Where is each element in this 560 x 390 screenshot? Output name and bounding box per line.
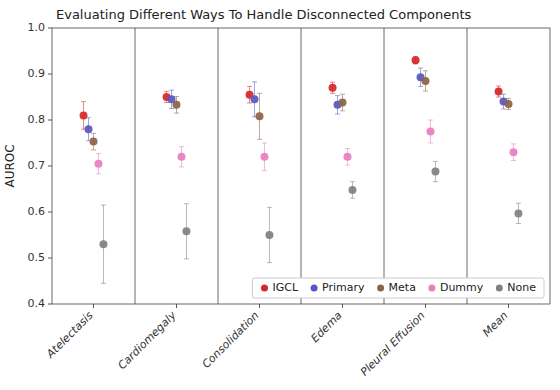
separator	[218, 28, 219, 304]
point	[173, 101, 181, 109]
point	[177, 153, 185, 161]
frame	[52, 28, 550, 304]
series	[80, 56, 503, 129]
plot-area	[52, 28, 550, 304]
title: Evaluating Different Ways To Handle Disc…	[56, 7, 472, 22]
marks	[80, 56, 523, 283]
x-tick-label: Edema	[308, 309, 344, 345]
y-tick-label: 1.0	[28, 21, 46, 34]
legend-marker	[496, 285, 503, 292]
x-tick-label: Pleural Effusion	[358, 309, 428, 379]
x-tick-label: Atelectasis	[43, 309, 96, 362]
x-tick-label: Consolidation	[200, 309, 262, 371]
y-tick	[48, 304, 52, 305]
legend-label: Dummy	[440, 281, 484, 294]
legend-label: None	[507, 281, 536, 294]
y-axis-label: AUROC	[3, 144, 17, 187]
legend-label: IGCL	[273, 281, 299, 294]
point	[514, 209, 522, 217]
x-tick	[93, 304, 94, 308]
point	[94, 160, 102, 168]
separators	[135, 28, 467, 304]
separator	[301, 28, 302, 304]
point	[426, 128, 434, 136]
y-tick	[48, 120, 52, 121]
x-axis: Atelectasis Cardiomegaly Consolidation Edem…	[43, 304, 510, 379]
point	[256, 112, 264, 120]
legend-label: Primary	[322, 281, 365, 294]
point	[505, 100, 513, 108]
separator	[135, 28, 136, 304]
y-tick	[48, 166, 52, 167]
point	[182, 227, 190, 235]
point	[260, 153, 268, 161]
y-tick-label: 0.5	[28, 251, 46, 264]
chart: 0.4 0.5 0.6 0.7 0.8 0.9 1.0 Atelectasis Cardiome…	[0, 0, 560, 390]
point	[85, 125, 93, 133]
x-tick	[176, 304, 177, 308]
point	[431, 168, 439, 176]
legend-marker	[428, 285, 435, 292]
point	[99, 240, 107, 248]
x-tick	[425, 304, 426, 308]
y-tick-label: 0.7	[28, 159, 46, 172]
legend: IGCL Primary Meta Dummy None	[253, 278, 545, 298]
y-tick-label: 0.9	[28, 67, 46, 80]
point	[251, 95, 259, 103]
series	[90, 71, 513, 150]
series	[85, 68, 508, 141]
x-tick	[342, 304, 343, 308]
y-axis: 0.4 0.5 0.6 0.7 0.8 0.9 1.0	[28, 21, 53, 310]
legend-marker	[377, 285, 384, 292]
point	[80, 111, 88, 119]
y-tick	[48, 212, 52, 213]
point	[509, 148, 517, 156]
x-tick-label: Cardiomegaly	[115, 309, 179, 373]
y-tick	[48, 258, 52, 259]
series	[99, 161, 522, 283]
point	[329, 84, 337, 92]
point	[343, 153, 351, 161]
series	[94, 120, 517, 174]
point	[422, 77, 430, 85]
point	[412, 56, 420, 64]
separator	[384, 28, 385, 304]
point	[348, 186, 356, 194]
y-tick-label: 0.6	[28, 205, 46, 218]
x-tick	[259, 304, 260, 308]
y-tick	[48, 28, 52, 29]
legend-marker	[261, 285, 268, 292]
y-tick	[48, 74, 52, 75]
x-tick	[508, 304, 509, 308]
legend-marker	[311, 285, 318, 292]
legend-label: Meta	[389, 281, 416, 294]
separator	[467, 28, 468, 304]
point	[339, 99, 347, 107]
legend-box	[253, 278, 545, 298]
x-tick-label: Mean	[480, 309, 510, 339]
y-tick-label: 0.8	[28, 113, 46, 126]
point	[265, 231, 273, 239]
point	[90, 138, 98, 146]
y-tick-label: 0.4	[28, 297, 46, 310]
